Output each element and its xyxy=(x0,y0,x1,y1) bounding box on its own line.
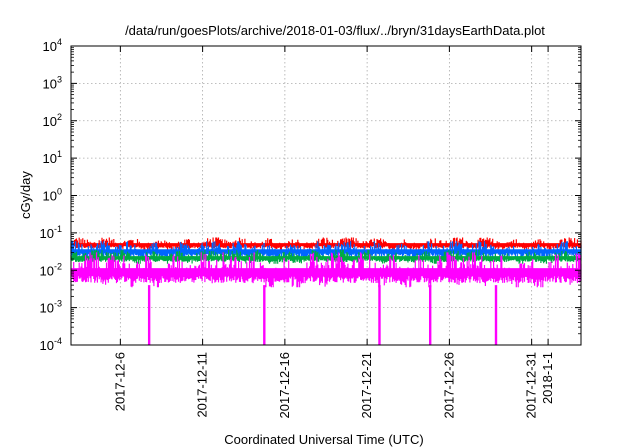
x-tick-label: 2017-12-6 xyxy=(112,352,127,411)
y-tick-label: 102 xyxy=(43,112,62,129)
y-tick-label: 10-2 xyxy=(40,261,62,278)
y-axis-label: cGy/day xyxy=(18,171,33,219)
x-axis: 2017-12-6 2017-12-11 2017-12-16 2017-12-21 2… xyxy=(112,46,555,419)
x-tick-label: 2017-12-21 xyxy=(359,352,374,419)
y-tick-label: 10-3 xyxy=(40,299,62,316)
y-axis: 10-4 10-3 10-2 10-1 100 101 102 103 104 xyxy=(40,37,581,353)
y-tick-label: 101 xyxy=(43,149,62,166)
x-tick-label: 2017-12-11 xyxy=(195,352,210,418)
y-tick-label: 103 xyxy=(43,74,62,91)
y-tick-label: 100 xyxy=(43,187,62,204)
x-tick-label: 2017-12-31 xyxy=(524,352,539,419)
x-tick-label: 2018-1-1 xyxy=(540,352,555,404)
x-tick-label: 2017-12-26 xyxy=(441,352,456,419)
x-axis-label: Coordinated Universal Time (UTC) xyxy=(224,432,423,447)
y-tick-label: 104 xyxy=(43,37,62,54)
y-tick-label: 10-4 xyxy=(40,336,62,353)
chart-title: /data/run/goesPlots/archive/2018-01-03/f… xyxy=(125,23,545,38)
y-tick-label: 10-1 xyxy=(40,224,62,241)
x-tick-label: 2017-12-16 xyxy=(277,352,292,419)
